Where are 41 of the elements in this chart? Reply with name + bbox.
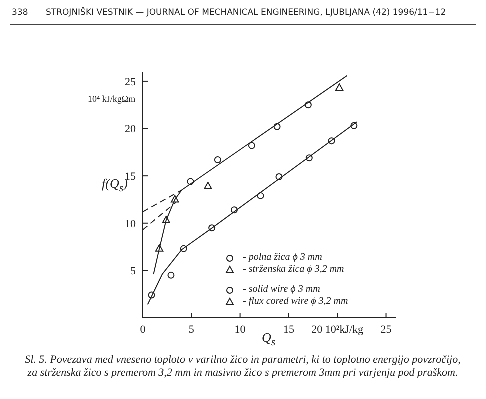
point xyxy=(248,142,256,150)
text: Sl. 5. Povezava med vneseno toploto v varilno žico in parametri, ki to toplotno energijo povzročijo, za strženska žico s premerom 3,2 mm in masivno žico s premerom 3mm pri varjenju pod praškom. xyxy=(24,354,462,380)
point xyxy=(276,174,283,181)
point xyxy=(230,206,238,214)
y-tick-label: 25 xyxy=(125,76,136,88)
point xyxy=(171,195,180,203)
text: 338 xyxy=(12,8,28,18)
point xyxy=(257,192,264,200)
point xyxy=(148,292,156,299)
x-tick-label: 5 xyxy=(188,324,195,336)
y-tick-label: 10 xyxy=(125,218,136,230)
y-axis-title: f(Q$_{s}$) xyxy=(102,176,128,195)
point xyxy=(155,244,164,252)
point xyxy=(180,245,188,252)
line-series xyxy=(147,122,358,306)
y-tick-label: 5 xyxy=(130,266,136,278)
point xyxy=(208,224,216,232)
point xyxy=(306,154,313,162)
legend-label: - polna žica ϕ 3 mm xyxy=(242,252,324,264)
point xyxy=(168,272,175,279)
x-tick-label: 10 xyxy=(234,324,246,336)
x-tick-label: 25 xyxy=(380,324,392,336)
text: 10⁴ kJ/kgΩm xyxy=(88,94,136,104)
text: STROJNIŠKI VESTNIK — JOURNAL OF MECHANICAL ENGINEERING, LJUBLJANA (42) 1996/11−12 xyxy=(46,8,446,18)
point xyxy=(187,178,194,186)
x-tick-label: 0 xyxy=(140,324,146,336)
point xyxy=(214,156,222,164)
point xyxy=(204,182,212,190)
point xyxy=(274,123,281,130)
x-tick-label: 15 xyxy=(283,324,295,336)
point xyxy=(350,122,358,130)
x-axis-title: Q$_{s}$ xyxy=(262,330,276,349)
point xyxy=(328,138,336,145)
point xyxy=(335,84,344,92)
legend-label: - strženska žica ϕ 3,2 mm xyxy=(242,264,346,276)
annotation: - flux cored wire ϕ 3,2 mm xyxy=(242,296,348,308)
annotation: - solid wire ϕ 3 mm xyxy=(242,284,322,296)
point xyxy=(162,216,170,224)
point xyxy=(304,102,312,109)
x-tick-label: 20 10²kJ/kg xyxy=(312,324,364,336)
y-tick-label: 20 xyxy=(125,124,136,136)
